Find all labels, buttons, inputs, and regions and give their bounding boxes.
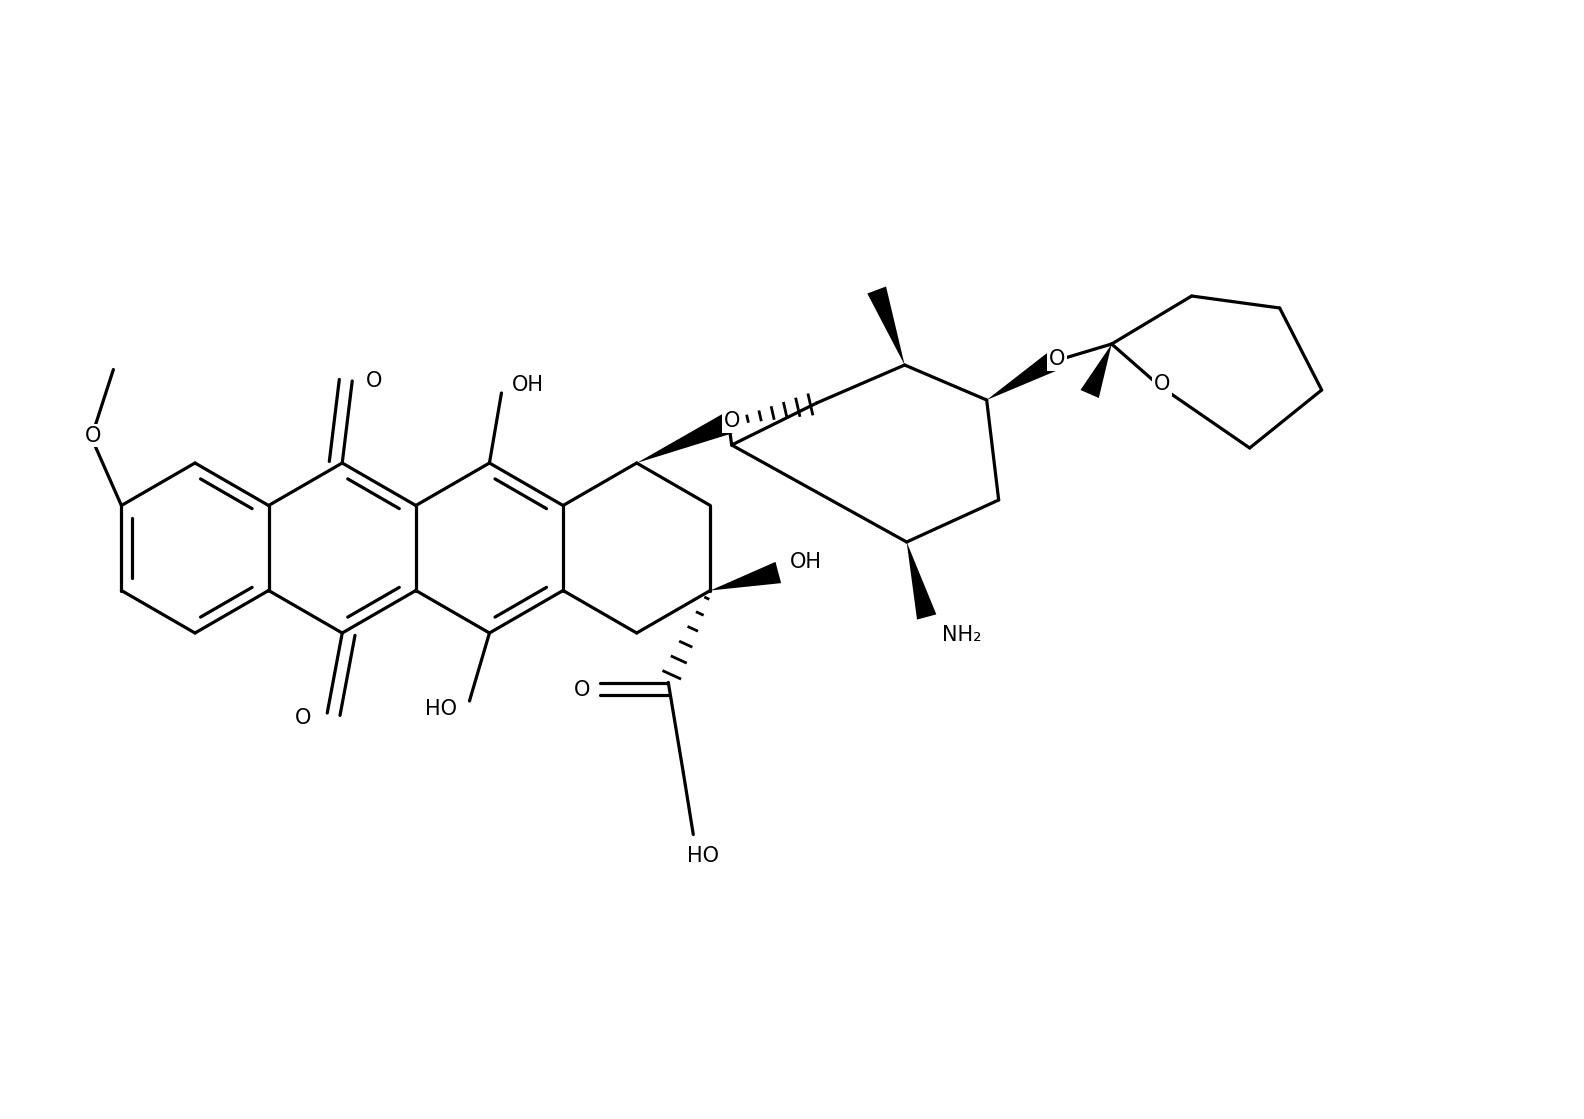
Text: O: O xyxy=(724,411,740,431)
Text: OH: OH xyxy=(790,553,822,573)
Polygon shape xyxy=(637,413,733,463)
Text: HO: HO xyxy=(426,699,458,720)
Text: O: O xyxy=(573,680,591,700)
Polygon shape xyxy=(710,562,781,591)
Text: OH: OH xyxy=(512,375,543,395)
Text: O: O xyxy=(366,372,382,391)
Text: HO: HO xyxy=(687,846,719,866)
Text: O: O xyxy=(86,425,101,445)
Text: O: O xyxy=(1153,374,1171,394)
Text: O: O xyxy=(295,708,312,728)
Polygon shape xyxy=(987,354,1057,399)
Polygon shape xyxy=(868,286,904,365)
Polygon shape xyxy=(1080,344,1112,398)
Text: NH₂: NH₂ xyxy=(942,626,982,645)
Polygon shape xyxy=(906,542,936,620)
Text: O: O xyxy=(1049,349,1064,369)
